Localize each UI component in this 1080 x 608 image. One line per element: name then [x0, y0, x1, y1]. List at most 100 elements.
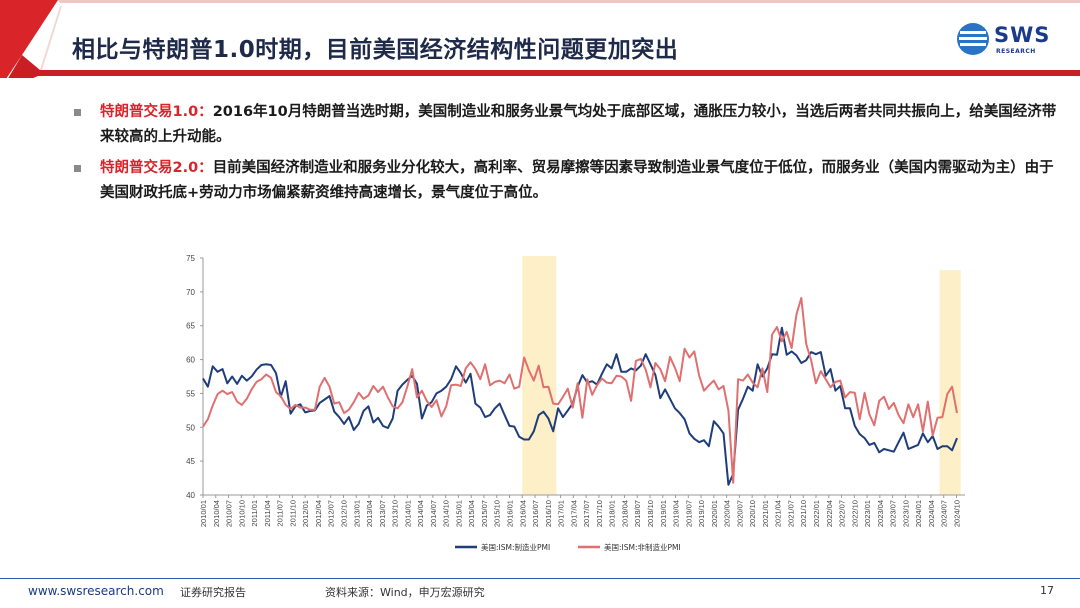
x-tick-label: 2023/04: [876, 500, 885, 527]
bullet-highlight: 特朗普交易1.0：: [100, 104, 213, 120]
x-tick-label: 2016/01: [506, 500, 515, 527]
x-tick-label: 2022/07: [838, 500, 847, 527]
header: 相比与特朗普1.0时期，目前美国经济结构性问题更加突出 SWS RESEARCH: [0, 0, 1080, 78]
x-tick-label: 2017/07: [582, 500, 591, 527]
x-tick-label: 2021/01: [761, 500, 770, 527]
x-tick-label: 2019/01: [659, 500, 668, 527]
x-tick-label: 2016/07: [531, 500, 540, 527]
x-tick-label: 2021/04: [774, 500, 783, 527]
footer-url[interactable]: www.swsresearch.com: [28, 584, 164, 598]
y-tick-label: 55: [186, 389, 195, 398]
page-title: 相比与特朗普1.0时期，目前美国经济结构性问题更加突出: [72, 37, 679, 63]
bullet-text: 目前美国经济制造业和服务业分化较大，高利率、贸易摩擦等因素导致制造业景气度位于低…: [100, 160, 1054, 201]
bullet-trump-1: 特朗普交易1.0：2016年10月特朗普当选时期，美国制造业和服务业景气均处于底…: [72, 100, 1057, 150]
y-tick-label: 45: [186, 457, 195, 466]
x-tick-label: 2010/07: [225, 500, 234, 527]
bullet-text: 2016年10月特朗普当选时期，美国制造业和服务业景气均处于底部区域，通胀压力较…: [100, 104, 1057, 145]
sws-logo: SWS RESEARCH: [956, 22, 1066, 58]
x-tick-label: 2022/01: [812, 500, 821, 527]
x-tick-label: 2020/10: [748, 500, 757, 527]
x-tick-label: 2015/07: [480, 500, 489, 527]
x-tick-label: 2023/01: [863, 500, 872, 527]
x-tick-label: 2020/07: [735, 500, 744, 527]
x-tick-label: 2021/07: [786, 500, 795, 527]
highlight-band: [522, 256, 557, 495]
x-tick-label: 2012/04: [314, 500, 323, 527]
x-tick-label: 2010/01: [199, 500, 208, 527]
bullet-trump-2: 特朗普交易2.0：目前美国经济制造业和服务业分化较大，高利率、贸易摩擦等因素导致…: [72, 156, 1057, 206]
series-line-services: [202, 297, 958, 484]
y-tick-label: 60: [186, 356, 195, 365]
x-tick-label: 2021/10: [799, 500, 808, 527]
highlight-band: [939, 270, 961, 495]
logo-name: SWS: [994, 23, 1051, 47]
x-tick-label: 2018/07: [633, 500, 642, 527]
chart-legend: 美国:ISM:制造业PMI 美国:ISM:非制造业PMI: [455, 542, 681, 552]
x-tick-label: 2023/07: [889, 500, 898, 527]
logo-sub: RESEARCH: [996, 48, 1036, 55]
x-tick-label: 2011/10: [288, 500, 297, 527]
x-tick-label: 2024/01: [914, 500, 923, 527]
x-tick-label: 2017/10: [595, 500, 604, 527]
x-tick-label: 2012/01: [301, 500, 310, 527]
highlight-bands: [522, 256, 961, 495]
x-tick-label: 2024/07: [940, 500, 949, 527]
x-tick-label: 2012/10: [339, 500, 348, 527]
x-tick-label: 2010/10: [237, 500, 246, 527]
y-tick-label: 40: [186, 491, 195, 500]
x-tick-label: 2014/01: [403, 500, 412, 527]
bullet-list: 特朗普交易1.0：2016年10月特朗普当选时期，美国制造业和服务业景气均处于底…: [72, 100, 1057, 212]
x-tick-label: 2015/04: [467, 500, 476, 527]
footer-source: 资料来源：Wind，申万宏源研究: [325, 586, 485, 599]
x-tick-label: 2011/01: [250, 500, 259, 527]
x-tick-label: 2019/10: [697, 500, 706, 527]
x-tick-label: 2019/04: [672, 500, 681, 527]
y-tick-label: 70: [186, 288, 195, 297]
x-tick-label: 2010/04: [212, 500, 221, 527]
x-tick-label: 2020/04: [723, 500, 732, 527]
footer-report-type: 证券研究报告: [180, 586, 246, 599]
square-bullet-icon: [74, 165, 81, 172]
y-tick-label: 75: [186, 254, 195, 263]
x-tick-label: 2018/10: [646, 500, 655, 527]
x-tick-label: 2018/01: [608, 500, 617, 527]
x-tick-label: 2014/04: [416, 500, 425, 527]
chart-series: [202, 297, 958, 486]
x-tick-label: 2013/01: [352, 500, 361, 527]
y-tick-label: 65: [186, 322, 195, 331]
legend-label-services: 美国:ISM:非制造业PMI: [604, 542, 681, 552]
sws-logo-icon: [957, 23, 989, 55]
x-tick-label: 2013/10: [391, 500, 400, 527]
bullet-highlight: 特朗普交易2.0：: [100, 160, 213, 176]
footer-divider: [0, 578, 1080, 579]
x-tick-label: 2011/04: [263, 500, 272, 527]
x-tick-label: 2013/04: [365, 500, 374, 527]
x-tick-label: 2018/04: [620, 500, 629, 527]
x-tick-label: 2012/07: [327, 500, 336, 527]
x-tick-label: 2011/07: [276, 500, 285, 527]
x-tick-label: 2017/04: [569, 500, 578, 527]
x-tick-label: 2024/04: [927, 500, 936, 527]
x-tick-label: 2013/07: [378, 500, 387, 527]
x-tick-label: 2016/04: [518, 500, 527, 527]
x-tick-label: 2019/07: [684, 500, 693, 527]
x-tick-label: 2022/04: [825, 500, 834, 527]
square-bullet-icon: [74, 109, 81, 116]
x-tick-label: 2017/01: [557, 500, 566, 527]
page-number: 17: [1040, 584, 1054, 597]
x-tick-label: 2020/01: [710, 500, 719, 527]
x-tick-label: 2024/10: [952, 500, 961, 527]
x-tick-label: 2016/10: [544, 500, 553, 527]
series-line-manufacturing: [202, 326, 958, 486]
x-tick-label: 2015/10: [493, 500, 502, 527]
x-tick-label: 2022/10: [850, 500, 859, 527]
y-tick-label: 50: [186, 423, 195, 432]
x-tick-label: 2015/01: [454, 500, 463, 527]
x-tick-label: 2014/07: [429, 500, 438, 527]
legend-label-manufacturing: 美国:ISM:制造业PMI: [481, 542, 550, 552]
header-banner: [0, 0, 1080, 78]
x-tick-label: 2023/10: [901, 500, 910, 527]
x-tick-label: 2014/10: [442, 500, 451, 527]
